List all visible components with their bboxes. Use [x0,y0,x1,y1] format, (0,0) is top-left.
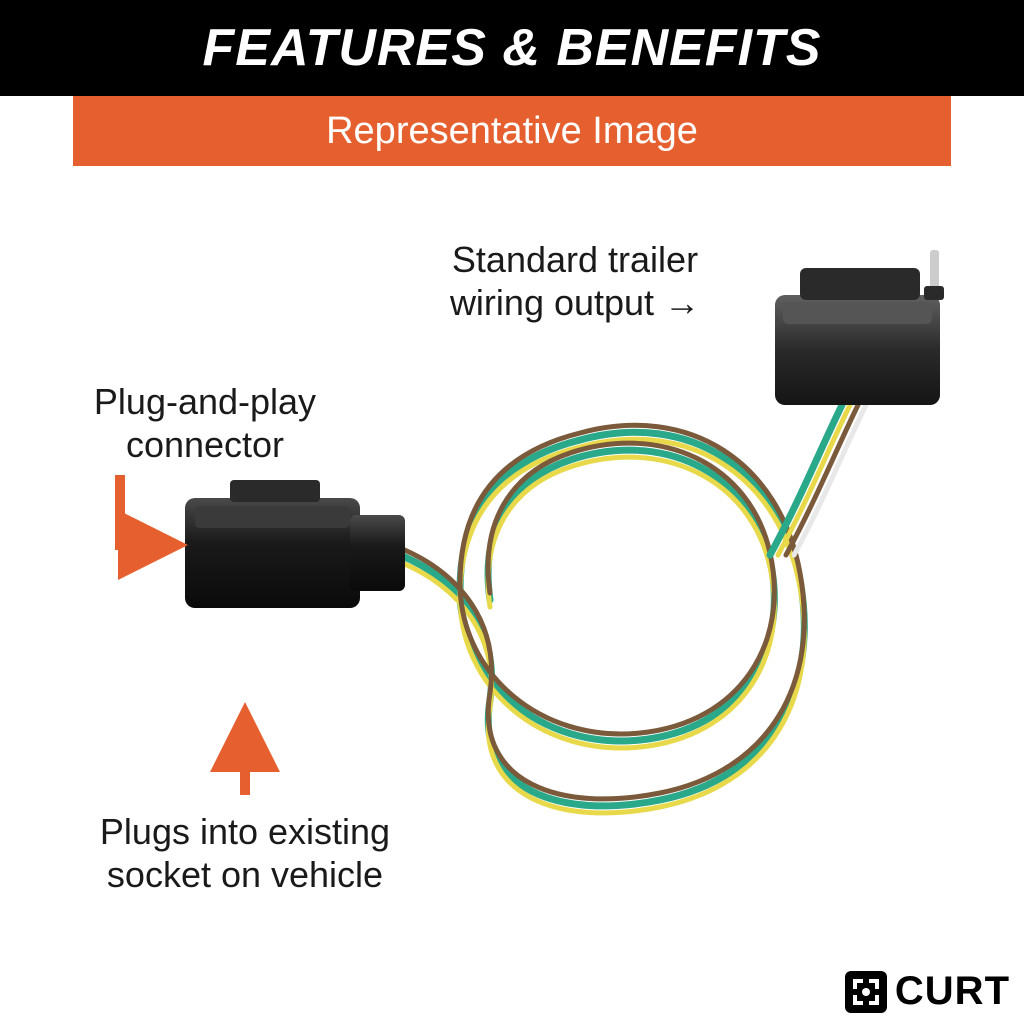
right-connector [775,250,944,405]
label-plug-and-play: Plug-and-play connector [60,380,350,466]
brand-name: CURT [895,969,1010,1014]
callout-arrows [120,475,245,795]
label-line: socket on vehicle [107,854,383,895]
subheader-bar: Representative Image [73,96,951,166]
label-line: wiring output → [450,282,700,323]
label-plugs-into-socket: Plugs into existing socket on vehicle [70,810,420,896]
header-bar: FEATURES & BENEFITS [0,0,1024,96]
brand-logo: CURT [845,969,1010,1014]
label-line: Standard trailer [452,239,698,280]
label-line: Plugs into existing [100,811,390,852]
subheader-text: Representative Image [326,110,698,153]
label-line: Plug-and-play [94,381,316,422]
label-standard-output: Standard trailer wiring output → [395,238,755,324]
curt-logo-icon [845,971,887,1013]
left-connector [185,480,405,608]
label-line: connector [126,424,284,465]
wire-coil [400,405,866,813]
header-title: FEATURES & BENEFITS [203,18,822,78]
